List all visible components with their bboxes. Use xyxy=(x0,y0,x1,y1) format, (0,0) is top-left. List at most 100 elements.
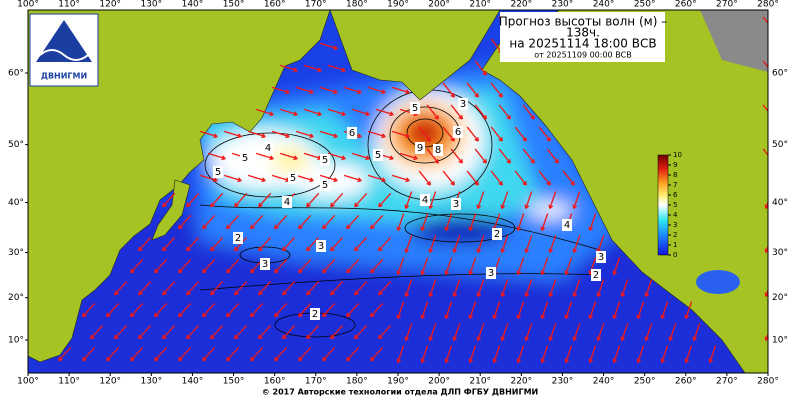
arrow xyxy=(106,302,120,318)
lon-label: 150° xyxy=(223,377,245,387)
arrow xyxy=(295,130,314,139)
lon-label: 120° xyxy=(99,377,121,387)
contour-label-bg xyxy=(260,258,270,270)
arrow xyxy=(476,323,485,341)
lon-label: 150° xyxy=(223,0,245,10)
arrow xyxy=(186,192,200,208)
arrow xyxy=(764,332,768,341)
arrow xyxy=(612,345,621,363)
arrow xyxy=(186,280,200,296)
lon-label: 190° xyxy=(387,377,409,387)
arrow xyxy=(375,108,394,117)
arrow xyxy=(207,152,226,161)
title-line: Прогноз высоты волн (м) – xyxy=(499,15,667,29)
contour-label-bg xyxy=(451,198,461,210)
contour-label: 2 xyxy=(235,233,241,244)
lat-label: 30° xyxy=(772,248,788,258)
arrow xyxy=(303,108,322,117)
contour-label-bg xyxy=(347,127,357,139)
arrow xyxy=(524,279,533,297)
arrow xyxy=(450,148,463,164)
arrow xyxy=(596,323,605,341)
lon-label: 210° xyxy=(469,377,491,387)
lon-label: 260° xyxy=(675,377,697,387)
arrow xyxy=(274,302,288,318)
contour-label: 3 xyxy=(460,99,466,110)
lon-label: 180° xyxy=(346,377,368,387)
arrow xyxy=(538,170,551,186)
title-line: на 20251114 18:00 ВСВ xyxy=(509,37,656,51)
arrow xyxy=(452,235,461,253)
contour-label-bg xyxy=(240,152,250,164)
arrow xyxy=(154,346,168,362)
arrow xyxy=(692,323,701,341)
arrow xyxy=(540,301,549,319)
title-box xyxy=(500,12,665,62)
arrow xyxy=(444,257,453,275)
lon-label: 140° xyxy=(182,0,204,10)
colorbar-label: 10 xyxy=(673,151,682,159)
contour-label: 3 xyxy=(453,199,459,210)
arrow xyxy=(223,174,242,183)
arrow xyxy=(250,214,264,230)
contour-label: 5 xyxy=(322,155,328,166)
arrow xyxy=(279,108,298,117)
arrow xyxy=(468,257,477,275)
arrow xyxy=(516,213,525,231)
arrow xyxy=(466,126,479,142)
gulf xyxy=(696,270,740,294)
arrow xyxy=(247,130,266,139)
arrow xyxy=(444,345,453,363)
lon-label: 240° xyxy=(593,0,615,10)
arrow xyxy=(370,346,384,362)
lat-label: 10° xyxy=(8,336,24,346)
arrow xyxy=(564,345,573,363)
lon-label: 140° xyxy=(182,377,204,387)
lon-label: 170° xyxy=(305,377,327,387)
arrow xyxy=(199,130,218,139)
arrow xyxy=(138,280,152,296)
lon-label: 130° xyxy=(140,377,162,387)
arrow xyxy=(444,301,453,319)
arrow xyxy=(492,301,501,319)
arrow xyxy=(303,64,322,73)
arrow xyxy=(370,302,384,318)
contour-label-bg xyxy=(492,228,502,240)
arrow xyxy=(282,280,296,296)
arrow xyxy=(223,130,242,139)
arrow xyxy=(546,148,559,164)
arrow xyxy=(572,191,581,209)
arrow xyxy=(271,86,290,95)
arrow xyxy=(330,280,344,296)
arrow xyxy=(226,346,240,362)
arrow xyxy=(452,279,461,297)
arrow xyxy=(396,257,405,275)
arrow xyxy=(490,126,503,142)
arrow xyxy=(428,279,437,297)
lon-label: 120° xyxy=(99,0,121,10)
arrow xyxy=(367,174,386,183)
arrow xyxy=(298,302,312,318)
arrow xyxy=(474,60,487,76)
arrow xyxy=(466,170,479,186)
arrow xyxy=(322,302,336,318)
arrow xyxy=(476,235,485,253)
arrow xyxy=(684,345,693,363)
lat-label: 30° xyxy=(8,248,24,258)
arrow xyxy=(420,213,429,231)
arrow xyxy=(354,236,368,252)
arrow xyxy=(250,346,264,362)
arrow xyxy=(178,258,192,274)
arrow xyxy=(620,323,629,341)
arrow xyxy=(500,323,509,341)
contour-label-bg xyxy=(453,126,463,138)
lat-label: 20° xyxy=(772,293,788,303)
arrow xyxy=(226,302,240,318)
arrow xyxy=(396,301,405,319)
lon-label: 270° xyxy=(716,0,738,10)
arrow xyxy=(90,324,104,340)
lon-label: 100° xyxy=(17,0,39,10)
arrow xyxy=(500,191,509,209)
arrow xyxy=(668,323,677,341)
